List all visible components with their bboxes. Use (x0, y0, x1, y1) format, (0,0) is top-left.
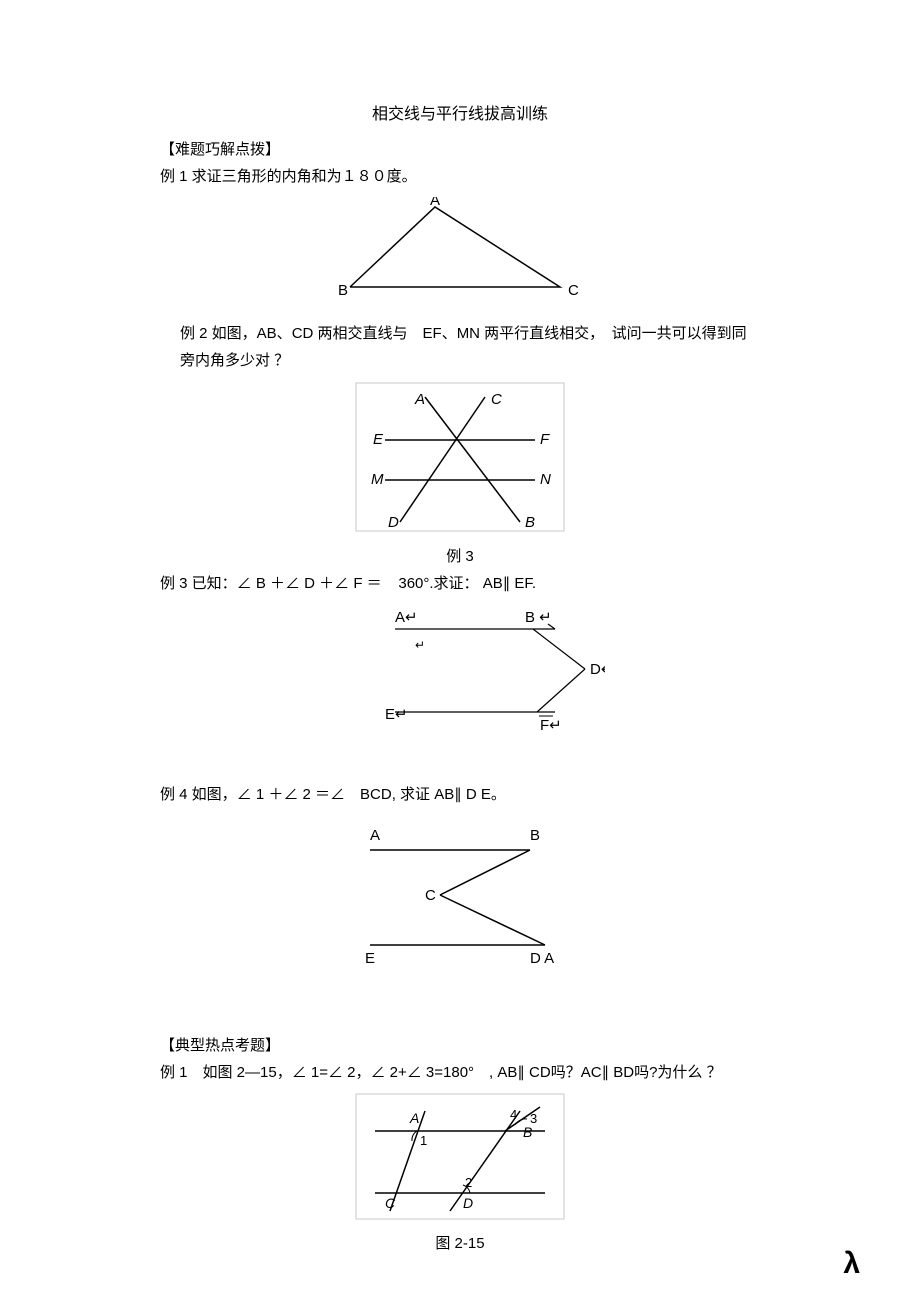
fig3-return-1: ↵ (415, 638, 425, 652)
figure-5-caption: 图 2-15 (80, 1232, 840, 1253)
fig2-label-A: A (414, 391, 425, 408)
vertex-b-label: B (338, 282, 348, 299)
fig4-label-DA: D A (530, 950, 554, 965)
fig5-label-3: 3 (530, 1111, 537, 1126)
fig5-label-4: 4 (510, 1107, 517, 1122)
vertex-a-label: A (430, 197, 440, 209)
fig2-label-B: B (525, 514, 535, 531)
fig3-label-E: E↵ (385, 706, 408, 723)
figure-3: ↵ A↵ B ↵ D↵ E↵ F↵ (140, 604, 840, 739)
example-3-text-a: 例 3 已知：∠ B ＋∠ D ＋∠ F ＝ (160, 575, 382, 592)
example-3-text: 例 3 已知：∠ B ＋∠ D ＋∠ F ＝ 360°.求证： AB∥ EF. (160, 572, 840, 596)
page-title: 相交线与平行线拔高训练 (80, 100, 840, 124)
fig2-label-D: D (388, 514, 399, 531)
fig3-label-D: D↵ (590, 661, 605, 678)
figure-5: A B C D 1 2 3 4 图 2-15 (80, 1093, 840, 1253)
section-heading-2: 【典型热点考题】 (160, 1034, 840, 1055)
fig4-label-A: A (370, 827, 380, 844)
fig4-label-E: E (365, 950, 375, 965)
fig5-label-B: B (523, 1124, 532, 1140)
example-1-text: 例 1 求证三角形的内角和为１８０度。 (160, 165, 840, 189)
brand-icon: λ (843, 1247, 860, 1281)
section-heading-1: 【难题巧解点拨】 (160, 138, 840, 159)
fig4-label-B: B (530, 827, 540, 844)
fig3-label-B: B ↵ (525, 609, 552, 626)
fig5-label-1: 1 (420, 1133, 427, 1148)
example-2-text: 例 2 如图，AB、CD 两相交直线与 EF、MN 两平行直线相交， 试问一共可… (180, 320, 760, 374)
fig5-label-D: D (463, 1195, 473, 1211)
fig2-label-M: M (371, 471, 384, 488)
fig3-label-F: F↵ (540, 717, 562, 734)
fig5-label-C: C (385, 1195, 396, 1211)
vertex-c-label: C (568, 282, 579, 299)
figure-2-caption: 例 3 (80, 545, 840, 566)
fig2-label-F: F (540, 431, 550, 448)
fig5-label-A: A (409, 1110, 419, 1126)
figure-4: A B C E D A (80, 815, 840, 970)
figure-1-triangle: A B C (80, 197, 840, 312)
page: 相交线与平行线拔高训练 【难题巧解点拨】 例 1 求证三角形的内角和为１８０度。… (0, 0, 920, 1301)
fig4-label-C: C (425, 887, 436, 904)
example-3-text-b: 360°.求证： AB∥ EF. (398, 575, 536, 592)
example-5-text: 例 1 如图 2—15，∠ 1=∠ 2，∠ 2+∠ 3=180° , AB∥ C… (160, 1061, 840, 1085)
fig5-label-2: 2 (465, 1175, 472, 1190)
fig2-label-E: E (373, 431, 384, 448)
fig2-label-C: C (491, 391, 502, 408)
fig3-label-A: A↵ (395, 609, 418, 626)
fig2-label-N: N (540, 471, 551, 488)
example-4-text: 例 4 如图，∠ 1 ＋∠ 2 ＝∠ BCD, 求证 AB∥ D E。 (160, 783, 840, 807)
figure-2: A C E F M N D B (80, 382, 840, 537)
